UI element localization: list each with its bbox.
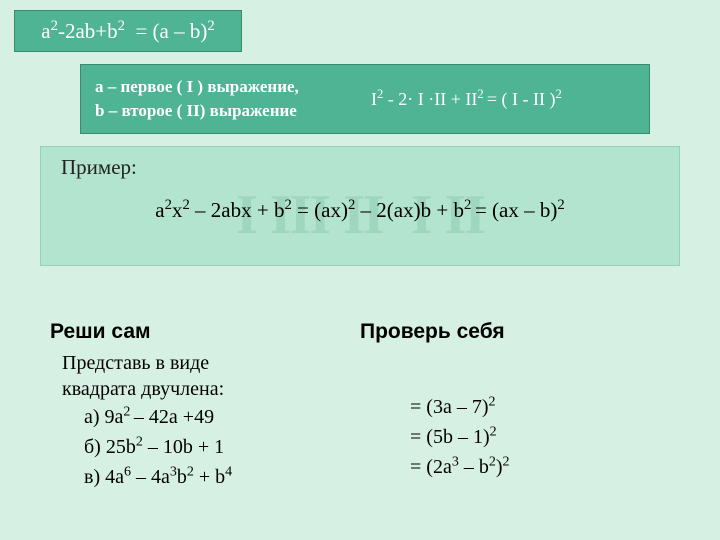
def-line-2: b – второе ( II) выражение: [95, 99, 365, 123]
check-title: Проверь себя: [360, 320, 670, 344]
def-line-1: a – первое ( I ) выражение,: [95, 75, 365, 99]
solve-section: Реши сам Представь в виде квадрата двучл…: [50, 320, 350, 492]
task-item: а) 9a2 – 42a +49: [84, 402, 350, 432]
definition-right: I2 - 2· I ·II + II2 = ( I - II )2: [365, 75, 635, 123]
task-item: б) 25b2 – 10b + 1: [84, 432, 350, 462]
answers-block: = (3a – 7)2 = (5b – 1)2 = (2a3 – b2)2: [360, 392, 670, 482]
formula-box: a2-2ab+b2 = (a – b)2: [14, 10, 242, 52]
answer-item: = (5b – 1)2: [410, 422, 670, 452]
definition-box: a – первое ( I ) выражение, b – второе (…: [80, 64, 650, 134]
check-section: Проверь себя = (3a – 7)2 = (5b – 1)2 = (…: [360, 320, 670, 482]
example-box: Пример: I I II II I II a2x2 – 2abx + b2 …: [40, 146, 680, 266]
answer-item: = (3a – 7)2: [410, 392, 670, 422]
task-item: в) 4a6 – 4a3b2 + b4: [84, 462, 350, 492]
answer-item: = (2a3 – b2)2: [410, 452, 670, 482]
solve-title: Реши сам: [50, 320, 350, 344]
example-formula: a2x2 – 2abx + b2 = (ax)2 – 2(ax)b + b2 =…: [61, 198, 659, 223]
example-label: Пример:: [61, 155, 659, 180]
solve-intro-1: Представь в виде: [62, 350, 350, 376]
main-formula: a2-2ab+b2 = (a – b)2: [41, 19, 214, 44]
solve-intro-2: квадрата двучлена:: [62, 376, 350, 402]
definition-left: a – первое ( I ) выражение, b – второе (…: [95, 75, 365, 123]
roman-formula: I2 - 2· I ·II + II2 = ( I - II )2: [371, 89, 562, 110]
